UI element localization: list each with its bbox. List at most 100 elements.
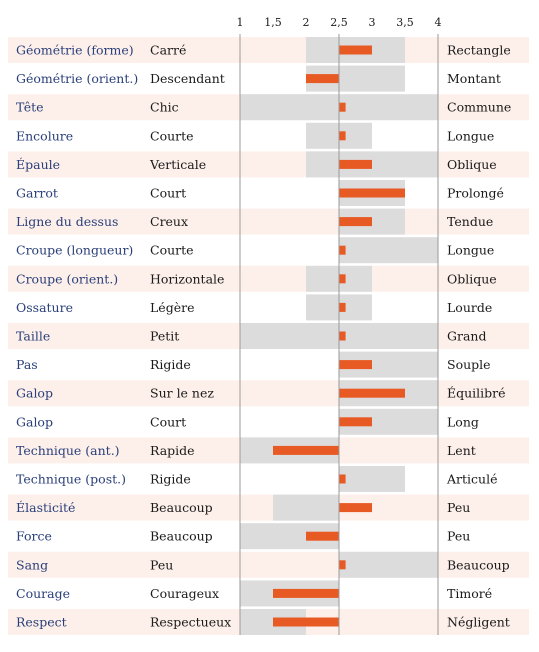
high-pole-label: Souple <box>447 357 491 372</box>
range-bar <box>339 237 438 264</box>
value-bar <box>339 560 346 570</box>
high-pole-label: Peu <box>447 529 470 544</box>
high-pole-label: Articulé <box>446 472 497 487</box>
value-bar <box>339 159 372 169</box>
trait-label: Croupe (orient.) <box>16 271 118 286</box>
row-band <box>8 380 529 407</box>
value-bar <box>339 45 372 55</box>
trait-label: Élasticité <box>16 500 75 515</box>
trait-label: Garrot <box>16 186 58 201</box>
high-pole-label: Beaucoup <box>447 557 510 572</box>
low-pole-label: Rigide <box>150 357 191 372</box>
value-bar <box>339 274 346 284</box>
tick-label: 1,5 <box>264 16 282 29</box>
high-pole-label: Long <box>447 414 479 429</box>
low-pole-label: Creux <box>150 214 188 229</box>
value-bar <box>306 531 339 541</box>
trait-label: Pas <box>16 357 38 372</box>
value-bar <box>339 188 405 198</box>
low-pole-label: Horizontale <box>150 271 224 286</box>
low-pole-label: Sur le nez <box>150 386 214 401</box>
low-pole-label: Verticale <box>149 157 206 172</box>
high-pole-label: Équilibré <box>447 386 506 401</box>
row-band <box>8 37 529 63</box>
trait-label: Encolure <box>16 128 73 143</box>
low-pole-label: Courte <box>150 128 194 143</box>
range-bar <box>339 466 405 492</box>
row-band <box>8 208 529 235</box>
low-pole-label: Respectueux <box>150 615 231 630</box>
low-pole-label: Courageux <box>150 586 219 601</box>
range-bar <box>339 551 438 578</box>
low-pole-label: Beaucoup <box>150 500 213 515</box>
low-pole-label: Descendant <box>150 71 225 86</box>
row-labels: Géométrie (forme) Carré Rectangle Géométrie… <box>16 43 511 630</box>
trait-label: Épaule <box>16 157 60 172</box>
high-pole-label: Lent <box>447 443 476 458</box>
row-band <box>8 494 529 521</box>
high-pole-label: Négligent <box>447 615 510 630</box>
low-pole-label: Carré <box>150 43 186 58</box>
value-bar <box>339 474 346 484</box>
low-pole-label: Peu <box>150 557 173 572</box>
trait-label: Galop <box>16 386 53 401</box>
high-pole-label: Lourde <box>447 300 492 315</box>
trait-label: Tête <box>16 100 44 115</box>
high-pole-label: Montant <box>447 71 501 86</box>
low-pole-label: Beaucoup <box>150 529 213 544</box>
value-bar <box>306 74 339 84</box>
value-bar <box>273 445 339 455</box>
trait-label: Galop <box>16 414 53 429</box>
row-band <box>8 551 529 578</box>
value-bar <box>339 102 346 112</box>
value-bar <box>339 217 372 227</box>
high-pole-label: Grand <box>447 329 486 344</box>
high-pole-label: Timoré <box>447 586 492 601</box>
value-bar <box>339 503 372 513</box>
trait-label: Ligne du dessus <box>16 214 118 229</box>
value-bar <box>339 245 346 255</box>
high-pole-label: Tendue <box>447 214 493 229</box>
value-bar <box>339 302 346 312</box>
low-pole-label: Rapide <box>150 443 195 458</box>
tick-label: 4 <box>435 16 442 29</box>
low-pole-label: Légère <box>150 300 194 315</box>
value-bar <box>339 360 372 370</box>
trait-label: Taille <box>16 329 50 344</box>
tick-label: 1 <box>237 16 244 29</box>
value-bar <box>339 131 346 141</box>
high-pole-label: Rectangle <box>447 43 511 58</box>
tick-labels: 1 1,5 2 2,5 3 3,5 4 <box>237 16 442 29</box>
value-bar <box>339 331 346 341</box>
value-bars <box>273 45 405 627</box>
trait-label: Force <box>16 529 52 544</box>
trait-label: Courage <box>16 586 70 601</box>
tick-label: 2,5 <box>330 16 348 29</box>
row-band <box>8 265 529 292</box>
low-pole-label: Chic <box>150 100 179 115</box>
trait-label: Croupe (longueur) <box>16 243 133 258</box>
trait-label: Géométrie (forme) <box>16 43 134 58</box>
trait-label: Technique (ant.) <box>16 443 120 458</box>
trait-label: Sang <box>16 557 48 572</box>
tick-label: 2 <box>303 16 310 29</box>
high-pole-label: Longue <box>447 128 494 143</box>
high-pole-label: Peu <box>447 500 470 515</box>
trait-label: Technique (post.) <box>16 472 126 487</box>
tick-label: 3,5 <box>396 16 414 29</box>
value-bar <box>339 417 372 427</box>
low-pole-label: Rigide <box>150 472 191 487</box>
value-bar <box>339 388 405 398</box>
high-pole-label: Oblique <box>447 157 497 172</box>
low-pole-label: Court <box>150 186 186 201</box>
trait-label: Géométrie (orient.) <box>16 71 138 86</box>
low-pole-label: Petit <box>150 329 179 344</box>
axis-lines <box>239 34 439 635</box>
trait-label: Respect <box>16 615 67 630</box>
high-pole-label: Commune <box>447 100 511 115</box>
high-pole-label: Longue <box>447 243 494 258</box>
value-bar <box>273 617 339 627</box>
tick-label: 3 <box>369 16 376 29</box>
range-bar <box>273 494 339 521</box>
